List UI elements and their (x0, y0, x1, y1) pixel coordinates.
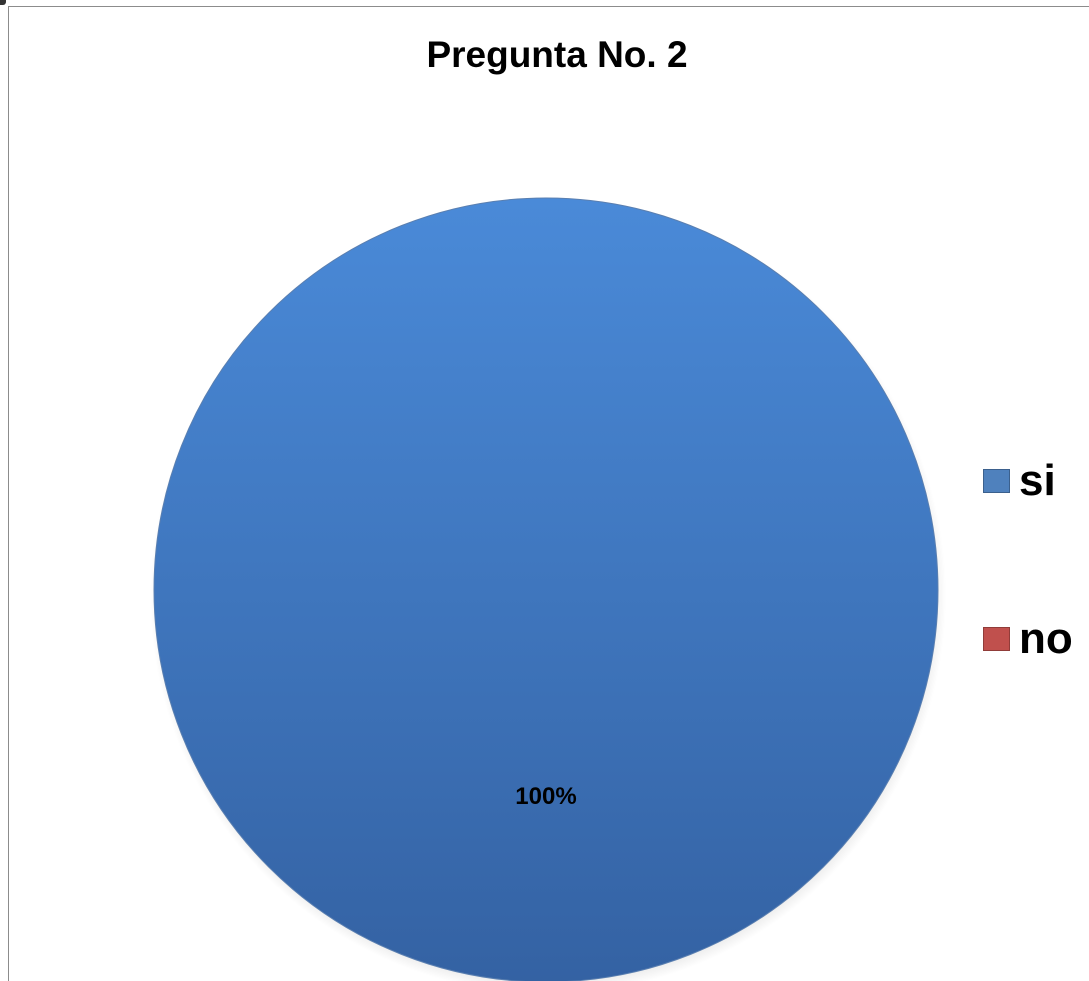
pie-data-labels: 100% (515, 783, 576, 810)
legend-item-no: no (983, 614, 1073, 664)
pie-slices (153, 197, 939, 981)
legend-swatch-no (983, 627, 1010, 651)
chart-title: Pregunta No. 2 (426, 34, 688, 75)
legend-item-si: si (983, 456, 1056, 506)
data-label-si: 100% (515, 783, 576, 810)
legend-label-no: no (1019, 614, 1073, 663)
legend-label-si: si (1019, 456, 1056, 505)
corner-mark (0, 0, 6, 5)
legend-swatch-si (983, 469, 1010, 493)
pie-slice-si (153, 197, 939, 981)
